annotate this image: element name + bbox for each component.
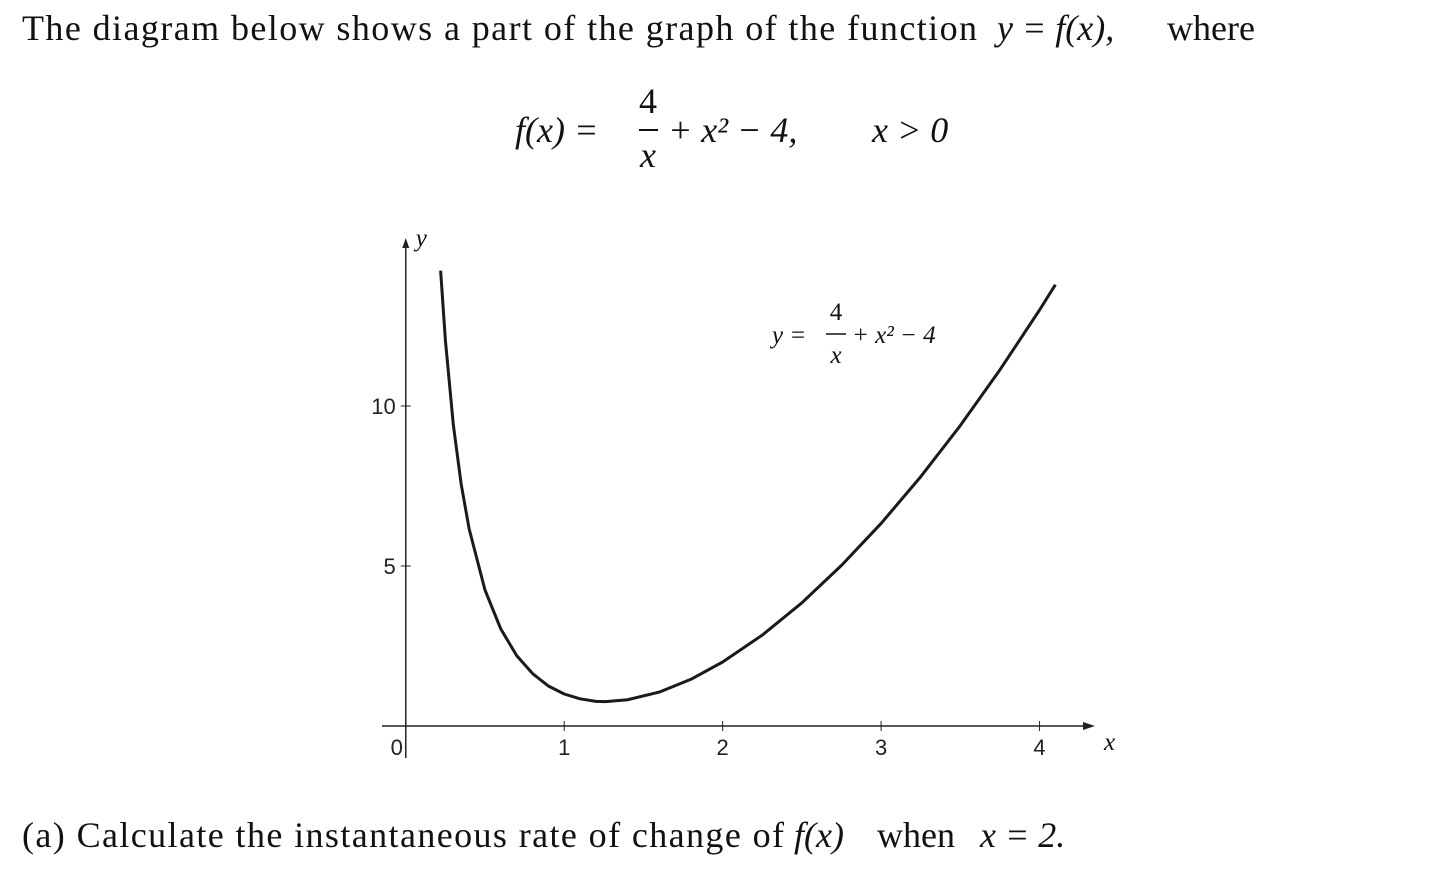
origin-label: 0 xyxy=(391,735,403,760)
intro-text: The diagram below shows a part of the gr… xyxy=(22,8,977,48)
x-tick-label: 3 xyxy=(875,735,887,760)
question-text: (a) Calculate the instantaneous rate of … xyxy=(22,815,784,855)
formula-denominator: x xyxy=(639,135,656,175)
x-tick-label: 1 xyxy=(558,735,570,760)
x-axis-arrow xyxy=(1083,722,1095,730)
chart: y = 4 x + x² − 4 x y 0 1 2 3 4 5 10 xyxy=(371,225,1115,760)
question-value: x = 2. xyxy=(979,815,1065,855)
formula-numerator: 4 xyxy=(639,81,657,121)
x-axis-label: x xyxy=(1103,729,1115,756)
question-math: f(x) xyxy=(794,815,844,855)
curve-label-lhs: y = xyxy=(769,322,806,349)
y-axis-arrow xyxy=(402,238,410,248)
curve-label-numerator: 4 xyxy=(830,299,843,326)
x-tick-label: 2 xyxy=(717,735,729,760)
y-axis-label: y xyxy=(413,225,428,252)
curve-label-rest: + x² − 4 xyxy=(852,322,936,349)
y-tick-label: 5 xyxy=(384,554,396,579)
curve-label-denominator: x xyxy=(829,342,841,369)
y-tick-label: 10 xyxy=(371,394,395,419)
intro-math: y = f(x), xyxy=(994,8,1114,48)
intro-end: where xyxy=(1167,8,1255,48)
x-tick-label: 4 xyxy=(1033,735,1045,760)
formula-lhs: f(x) = xyxy=(515,110,598,150)
question-when: when xyxy=(877,815,955,855)
curve xyxy=(439,270,1057,704)
formula-condition: x > 0 xyxy=(871,110,948,150)
formula-rest: + x² − 4, xyxy=(668,110,797,150)
